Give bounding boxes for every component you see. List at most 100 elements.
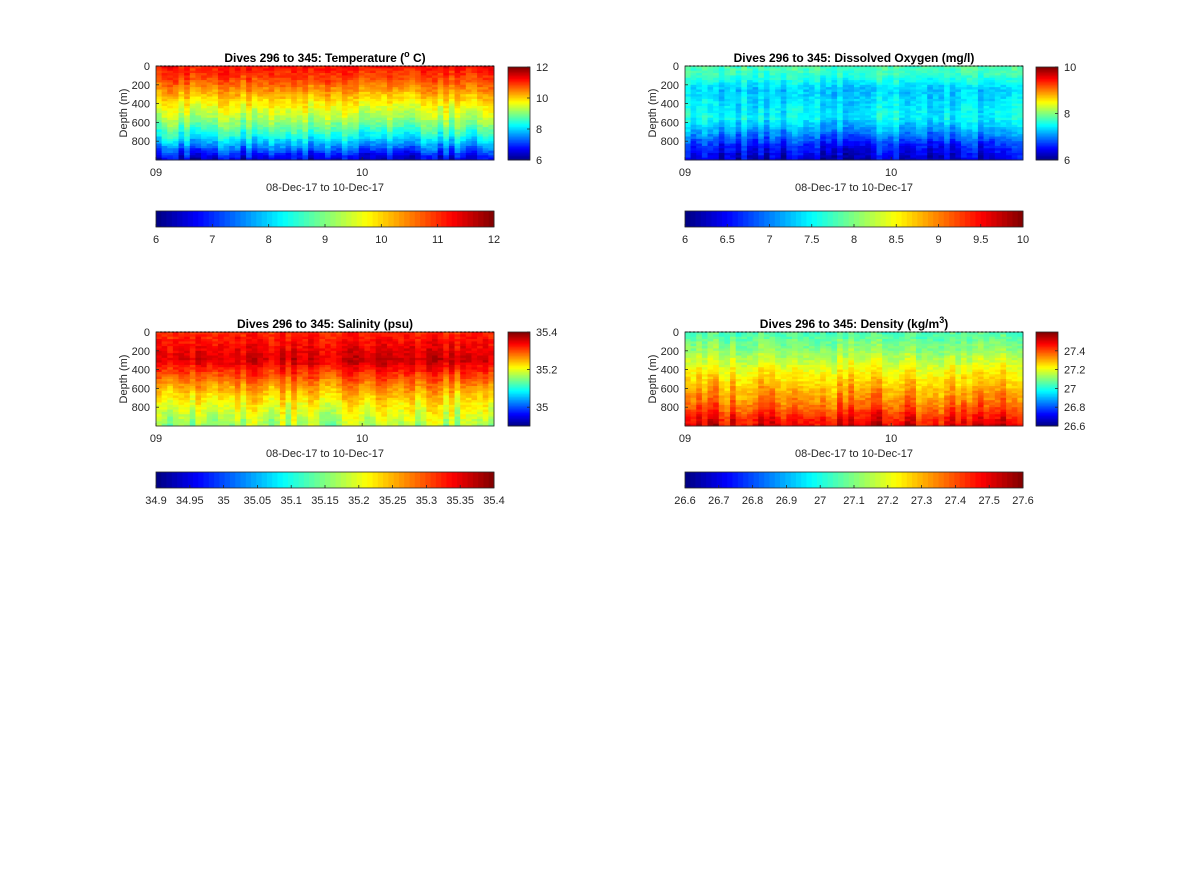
heatmap-cell	[882, 131, 889, 135]
heatmap-cell	[972, 82, 979, 86]
heatmap-cell	[161, 138, 168, 142]
heatmap-cell	[454, 105, 461, 109]
heatmap-cell	[763, 94, 770, 97]
heatmap-cell	[291, 105, 298, 109]
heatmap-cell	[786, 115, 793, 119]
heatmap-cell	[161, 66, 168, 69]
heatmap-cell	[172, 91, 179, 95]
heatmap-cell	[206, 124, 213, 128]
heatmap-cell	[313, 80, 320, 83]
heatmap-cell	[718, 141, 725, 144]
heatmap-cell	[156, 141, 163, 144]
heatmap-cell	[921, 157, 928, 161]
heatmap-cell	[707, 115, 714, 119]
heatmap-cell	[775, 127, 782, 130]
heatmap-cell	[775, 124, 782, 128]
heatmap-cell	[477, 108, 484, 112]
heatmap-cell	[944, 110, 951, 114]
heatmap-cell	[375, 155, 382, 159]
heatmap-cell	[364, 115, 371, 119]
heatmap-cell	[1011, 136, 1018, 140]
heatmap-cell	[983, 75, 990, 79]
heatmap-cell	[229, 68, 236, 72]
heatmap-cell	[370, 113, 377, 116]
heatmap-cell	[938, 84, 945, 88]
colorbar-segment	[435, 211, 442, 227]
heatmap-cell	[319, 75, 326, 79]
heatmap-cell	[797, 148, 804, 151]
heatmap-cell	[279, 134, 286, 137]
heatmap-cell	[471, 131, 478, 135]
heatmap-cell	[229, 129, 236, 133]
heatmap-cell	[865, 91, 872, 95]
heatmap-cell	[161, 148, 168, 151]
heatmap-cell	[949, 148, 956, 151]
heatmap-cell	[803, 134, 810, 137]
heatmap-cell	[1011, 94, 1018, 97]
heatmap-cell	[353, 87, 360, 90]
heatmap-cell	[972, 134, 979, 137]
heatmap-cell	[786, 108, 793, 112]
heatmap-cell	[291, 82, 298, 86]
heatmap-cell	[685, 145, 692, 149]
heatmap-cell	[983, 136, 990, 140]
heatmap-cell	[904, 98, 911, 102]
heatmap-cell	[336, 108, 343, 112]
heatmap-cell	[229, 75, 236, 79]
heatmap-cell	[364, 143, 371, 147]
heatmap-cell	[1017, 124, 1024, 128]
heatmap-cell	[983, 98, 990, 102]
heatmap-cell	[274, 98, 281, 102]
heatmap-cell	[313, 155, 320, 159]
heatmap-cell	[966, 70, 973, 74]
heatmap-cell	[325, 110, 332, 114]
heatmap-cell	[876, 94, 883, 97]
heatmap-cell	[234, 87, 241, 90]
heatmap-cell	[370, 127, 377, 130]
heatmap-cell	[178, 152, 185, 156]
heatmap	[156, 66, 495, 161]
heatmap-cell	[848, 84, 855, 88]
heatmap-cell	[246, 89, 253, 93]
heatmap-cell	[921, 131, 928, 135]
heatmap-cell	[786, 143, 793, 147]
heatmap-cell	[285, 155, 292, 159]
heatmap-cell	[302, 84, 309, 88]
heatmap-cell	[927, 70, 934, 74]
heatmap-cell	[1011, 152, 1018, 156]
heatmap-cell	[291, 113, 298, 116]
heatmap-cell	[730, 68, 737, 72]
heatmap-cell	[432, 148, 439, 151]
heatmap-cell	[825, 122, 832, 126]
heatmap-cell	[488, 136, 495, 140]
heatmap-cell	[308, 138, 315, 142]
heatmap-cell	[989, 155, 996, 159]
heatmap-cell	[308, 129, 315, 133]
heatmap-cell	[685, 157, 692, 161]
heatmap-cell	[189, 84, 196, 88]
heatmap-cell	[870, 148, 877, 151]
heatmap-cell	[353, 113, 360, 116]
heatmap-cell	[825, 141, 832, 144]
heatmap-cell	[746, 136, 753, 140]
heatmap-cell	[718, 94, 725, 97]
heatmap-cell	[701, 127, 708, 130]
heatmap-cell	[268, 105, 275, 109]
heatmap-cell	[296, 103, 303, 107]
heatmap-cell	[488, 70, 495, 74]
heatmap-cell	[178, 155, 185, 159]
heatmap-cell	[426, 136, 433, 140]
heatmap-cell	[989, 115, 996, 119]
heatmap-cell	[347, 148, 354, 151]
heatmap-cell	[1011, 113, 1018, 116]
heatmap-cell	[325, 105, 332, 109]
heatmap-cell	[854, 141, 861, 144]
heatmap-cell	[420, 77, 427, 81]
heatmap-cell	[966, 105, 973, 109]
heatmap-cell	[955, 152, 962, 156]
heatmap-cell	[195, 134, 202, 137]
heatmap-cell	[347, 122, 354, 126]
heatmap-cell	[938, 115, 945, 119]
heatmap-cell	[465, 103, 472, 107]
heatmap-cell	[189, 115, 196, 119]
